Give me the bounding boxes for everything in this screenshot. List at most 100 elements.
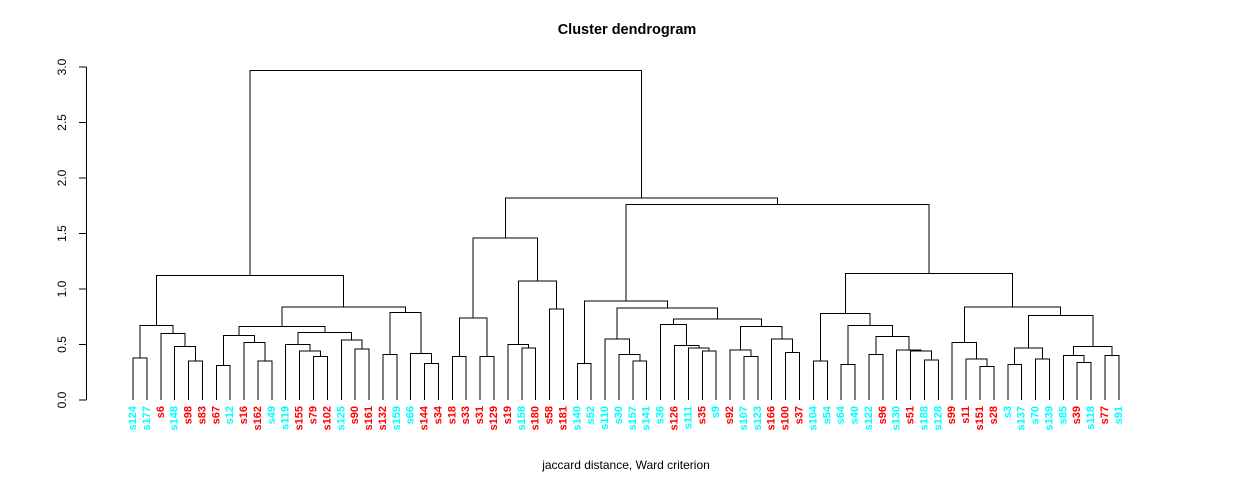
leaf-label: s49	[266, 406, 278, 424]
leaf-label: s177	[141, 406, 153, 430]
leaf-labels: s124 s177 s6 s148 s98 s83 s67 s12 s16 s162 s49 s119…	[127, 405, 1125, 430]
dendrogram-link	[238, 326, 326, 336]
dendrogram-link	[249, 69, 642, 276]
dendrogram-link	[625, 204, 930, 302]
dendrogram-link	[875, 336, 910, 355]
dendrogram-link	[739, 326, 783, 351]
y-tick-label: 2.0	[55, 169, 69, 186]
dendrogram-link	[951, 341, 978, 400]
leaf-label: s90	[349, 406, 361, 424]
leaf-label: s77	[1099, 406, 1111, 424]
leaf-label: s181	[557, 406, 569, 430]
dendrogram-link	[1028, 315, 1094, 348]
leaf-label: s139	[1043, 406, 1055, 430]
dendrogram-link	[632, 360, 648, 400]
dendrogram-link	[174, 346, 196, 400]
dendrogram-link	[458, 317, 488, 357]
dendrogram-link	[472, 237, 538, 318]
dendrogram-link	[521, 347, 537, 400]
leaf-label: s85	[1057, 406, 1069, 424]
dendrogram-link	[382, 353, 398, 400]
leaf-label: s100	[780, 406, 792, 430]
leaf-label: s128	[932, 406, 944, 430]
dendrogram-link	[785, 351, 800, 400]
dendrogram-link	[840, 363, 856, 400]
leaf-label: s96	[877, 406, 889, 424]
dendrogram-link	[847, 325, 893, 365]
leaf-label: s12	[224, 406, 236, 424]
leaf-label: s102	[321, 406, 333, 430]
leaf-label: s66	[405, 406, 417, 424]
dendrogram-link	[771, 338, 794, 400]
leaf-label: s28	[988, 406, 1000, 424]
dendrogram-link	[923, 359, 939, 400]
leaf-label: s40	[849, 406, 861, 424]
leaf-label: s54	[821, 405, 833, 424]
y-tick-label: 1.5	[55, 225, 69, 242]
dendrogram-link	[389, 311, 422, 355]
dendrogram-link	[215, 365, 231, 400]
leaf-label: s107	[738, 406, 750, 430]
leaf-label: s91	[1113, 406, 1125, 424]
dendrogram-link	[1007, 363, 1023, 400]
dendrogram-link	[549, 308, 564, 400]
leaf-label: s180	[530, 406, 542, 430]
dendrogram-link	[819, 312, 871, 362]
leaf-label: s52	[585, 406, 597, 424]
y-tick-label: 0.5	[55, 336, 69, 353]
leaf-label: s83	[196, 406, 208, 424]
dendrogram-link	[896, 349, 922, 400]
leaf-label: s141	[641, 406, 653, 430]
leaf-label: s37	[793, 406, 805, 424]
dendrogram-link	[451, 356, 467, 400]
dendrogram-link	[701, 350, 717, 400]
leaf-label: s144	[419, 405, 431, 430]
dendrogram-link	[188, 360, 203, 400]
leaf-label: s188	[918, 406, 930, 430]
leaf-label: s125	[335, 406, 347, 430]
dendrogram-link	[743, 356, 759, 400]
leaf-label: s118	[1085, 406, 1097, 430]
leaf-label: s98	[183, 406, 195, 424]
dendrogram-link	[281, 306, 406, 327]
dendrogram-tree	[132, 69, 1120, 400]
dendrogram-link	[504, 197, 778, 238]
leaf-label: s9	[710, 406, 722, 418]
leaf-label: s33	[460, 406, 472, 424]
leaf-label: s39	[1071, 406, 1083, 424]
dendrogram-link	[674, 345, 700, 400]
leaf-label: s30	[613, 406, 625, 424]
dendrogram-link	[1035, 358, 1050, 400]
leaf-label: s151	[974, 406, 986, 430]
leaf-label: s124	[127, 405, 139, 430]
dendrogram-link	[604, 338, 630, 400]
dendrogram-link	[424, 362, 439, 400]
leaf-label: s110	[599, 406, 611, 430]
leaf-label: s137	[1016, 406, 1028, 430]
dendrogram-link	[660, 324, 688, 400]
dendrogram-link	[257, 360, 273, 400]
leaf-label: s51	[905, 406, 917, 424]
leaf-label: s158	[516, 406, 528, 430]
leaf-label: s35	[696, 406, 708, 424]
y-tick-label: 1.0	[55, 280, 69, 297]
y-tick-label: 3.0	[55, 58, 69, 75]
leaf-label: s92	[724, 406, 736, 424]
leaf-label: s16	[238, 406, 250, 424]
leaf-label: s34	[432, 405, 444, 424]
dendrogram-link	[1014, 347, 1043, 365]
dendrogram-link	[354, 348, 370, 400]
leaf-label: s119	[280, 406, 292, 430]
chart-title: Cluster dendrogram	[558, 22, 697, 38]
dendrogram-link	[479, 356, 495, 400]
leaf-label: s155	[294, 406, 306, 430]
dendrogram-link	[616, 307, 718, 339]
dendrogram-link	[576, 362, 592, 400]
leaf-label: s19	[502, 406, 514, 424]
y-tick-label: 2.5	[55, 114, 69, 131]
leaf-label: s126	[669, 406, 681, 430]
dendrogram-link	[222, 335, 255, 366]
leaf-label: s140	[571, 406, 583, 430]
